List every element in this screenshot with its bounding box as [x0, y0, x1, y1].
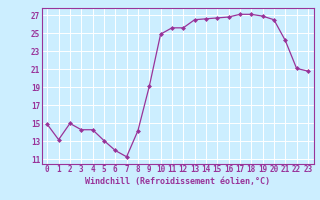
X-axis label: Windchill (Refroidissement éolien,°C): Windchill (Refroidissement éolien,°C)	[85, 177, 270, 186]
